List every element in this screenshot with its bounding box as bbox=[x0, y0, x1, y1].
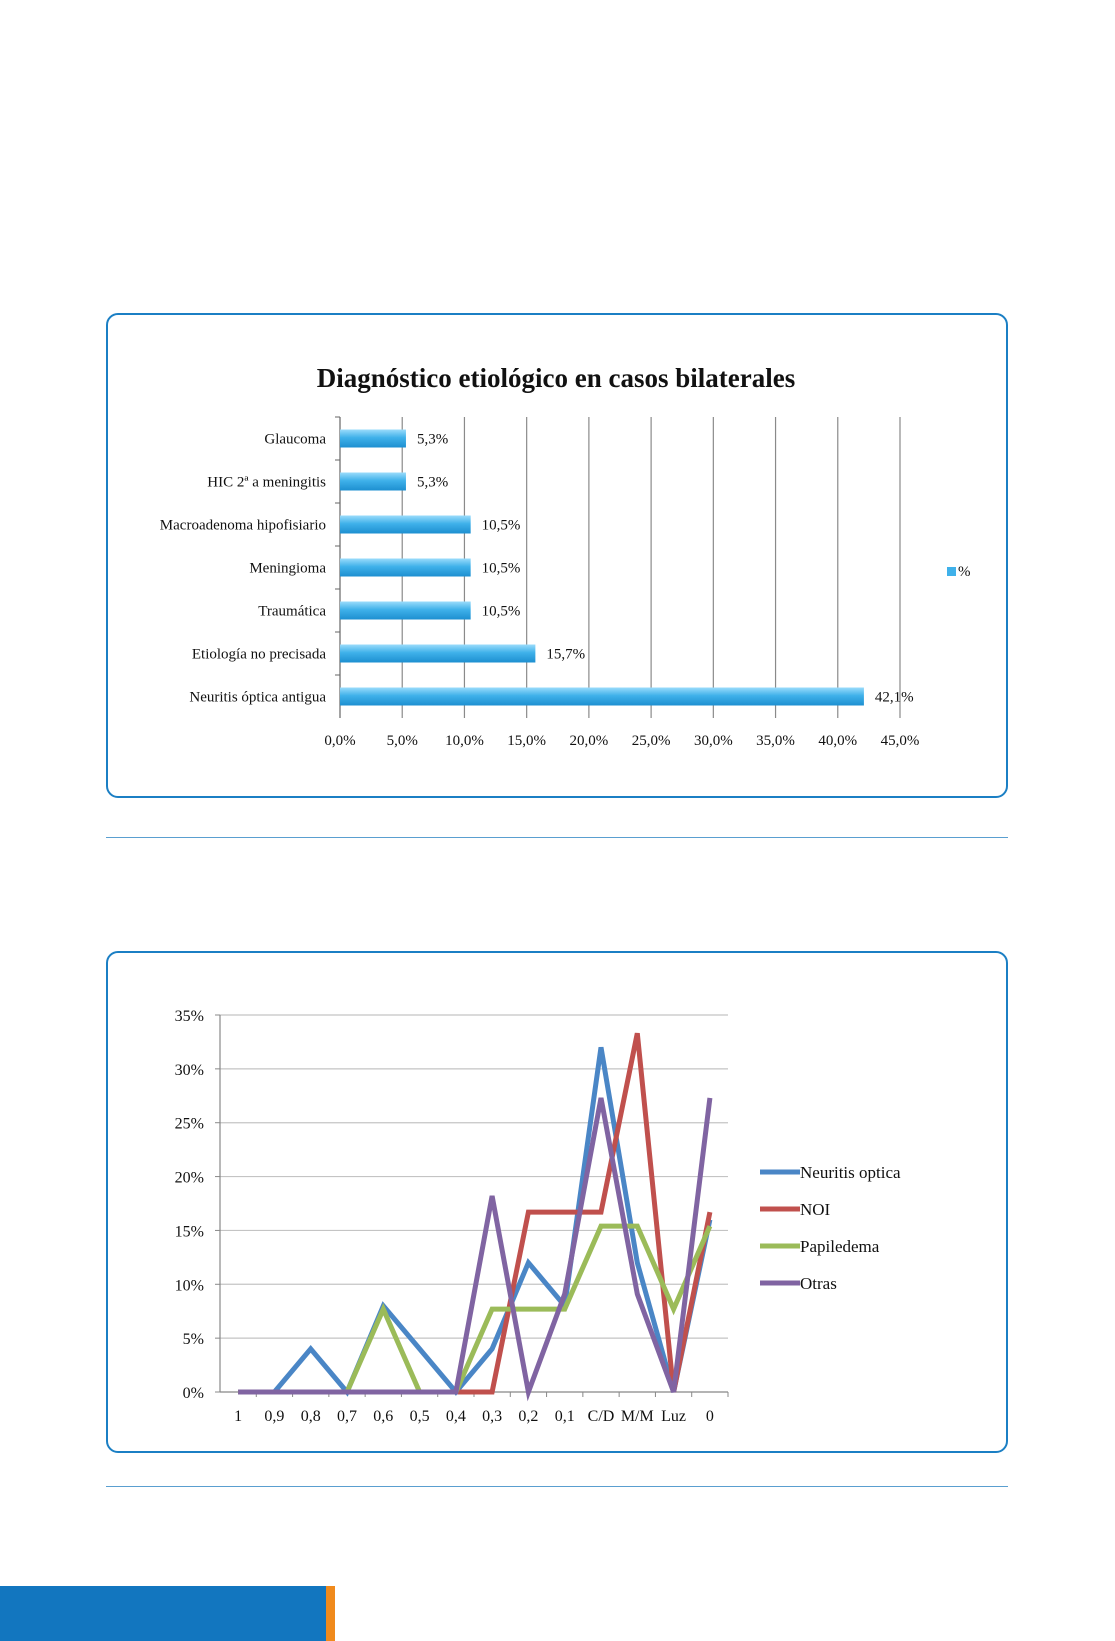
x-tick-label: 0,3 bbox=[482, 1408, 502, 1425]
y-tick-label: 5% bbox=[183, 1331, 204, 1348]
line-chart: 0% 5% 10% 15% 20% 25% 30% 35% 1 0,9 0,8 0,7 0,6 0,5 0,… bbox=[175, 1008, 901, 1425]
x-tick-label: 40,0% bbox=[818, 733, 857, 749]
x-tick-label: C/D bbox=[588, 1408, 615, 1425]
x-tick-label: 5,0% bbox=[387, 733, 418, 749]
x-tick-label: 0,5 bbox=[410, 1408, 430, 1425]
bar bbox=[340, 515, 471, 534]
chart-title: Diagnóstico etiológico en casos bilatera… bbox=[317, 363, 795, 393]
line-chart-panel: 0% 5% 10% 15% 20% 25% 30% 35% 1 0,9 0,8 0,7 0,6 0,5 0,… bbox=[106, 951, 1008, 1453]
y-tick-label: 10% bbox=[175, 1277, 204, 1294]
data-label: 5,3% bbox=[417, 475, 448, 491]
x-tick-label: 0,9 bbox=[264, 1408, 284, 1425]
data-label: 10,5% bbox=[482, 561, 521, 577]
legend-label: % bbox=[958, 564, 971, 580]
y-category-label: Etiología no precisada bbox=[192, 647, 326, 663]
x-tick-label: 0,4 bbox=[446, 1408, 466, 1425]
bar-chart: Diagnóstico etiológico en casos bilatera… bbox=[160, 363, 971, 749]
series-line bbox=[238, 1097, 713, 1402]
bar bbox=[340, 472, 406, 491]
x-tick-label: 0,8 bbox=[301, 1408, 321, 1425]
y-category-label: Traumática bbox=[258, 604, 326, 620]
data-label: 10,5% bbox=[482, 604, 521, 620]
data-label: 42,1% bbox=[875, 690, 914, 706]
legend-label: Neuritis optica bbox=[800, 1163, 901, 1182]
y-category-label: Neuritis óptica antigua bbox=[189, 690, 326, 706]
y-category-label: Meningioma bbox=[249, 561, 326, 577]
legend-label: NOI bbox=[800, 1200, 831, 1219]
legend-label: Papiledema bbox=[800, 1237, 880, 1256]
x-tick-label: 45,0% bbox=[881, 733, 920, 749]
x-tick-label: M/M bbox=[621, 1408, 654, 1425]
data-label: 5,3% bbox=[417, 432, 448, 448]
bar bbox=[340, 429, 406, 448]
data-label: 10,5% bbox=[482, 518, 521, 534]
x-tick-label: 0,7 bbox=[337, 1408, 357, 1425]
y-category-label: Glaucoma bbox=[264, 432, 326, 448]
x-tick-label: 25,0% bbox=[632, 733, 671, 749]
series-line bbox=[238, 1046, 713, 1397]
bar bbox=[340, 558, 471, 577]
y-tick-label: 30% bbox=[175, 1062, 204, 1079]
x-tick-label: 35,0% bbox=[756, 733, 795, 749]
y-tick-label: 20% bbox=[175, 1170, 204, 1187]
x-tick-label: 0,1 bbox=[555, 1408, 575, 1425]
y-tick-label: 25% bbox=[175, 1116, 204, 1133]
x-tick-label: 1 bbox=[234, 1408, 242, 1425]
data-label: 15,7% bbox=[546, 647, 585, 663]
bar bbox=[340, 687, 864, 706]
x-tick-label: 0 bbox=[706, 1408, 714, 1425]
y-tick-label: 15% bbox=[175, 1223, 204, 1240]
x-tick-label: 0,2 bbox=[518, 1408, 538, 1425]
bar bbox=[340, 601, 471, 620]
y-category-label: Macroadenoma hipofisiario bbox=[160, 518, 326, 534]
x-tick-label: 15,0% bbox=[507, 733, 546, 749]
y-tick-label: 0% bbox=[183, 1385, 204, 1402]
y-tick-label: 35% bbox=[175, 1008, 204, 1025]
divider bbox=[106, 1486, 1008, 1487]
bar bbox=[340, 644, 536, 663]
x-tick-label: 10,0% bbox=[445, 733, 484, 749]
legend-label: Otras bbox=[800, 1274, 837, 1293]
footer-band bbox=[0, 1586, 326, 1641]
divider bbox=[106, 837, 1008, 838]
legend-swatch bbox=[947, 567, 956, 576]
x-tick-label: 0,6 bbox=[373, 1408, 393, 1425]
x-tick-label: Luz bbox=[661, 1408, 686, 1425]
y-category-label: HIC 2ª a meningitis bbox=[207, 475, 326, 491]
x-tick-label: 0,0% bbox=[324, 733, 355, 749]
x-tick-label: 30,0% bbox=[694, 733, 733, 749]
x-tick-label: 20,0% bbox=[570, 733, 609, 749]
bar-chart-panel: Diagnóstico etiológico en casos bilatera… bbox=[106, 313, 1008, 798]
footer-accent bbox=[326, 1586, 335, 1641]
